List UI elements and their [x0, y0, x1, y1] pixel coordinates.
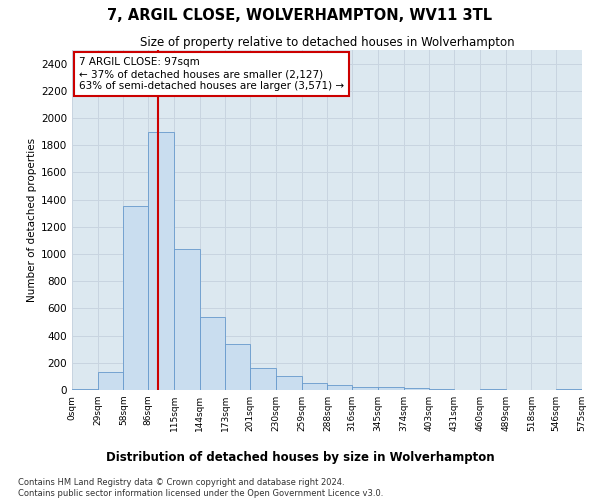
Bar: [72, 388, 98, 390]
Y-axis label: Number of detached properties: Number of detached properties: [27, 138, 37, 302]
Bar: [302, 382, 328, 390]
Bar: [124, 206, 148, 390]
Bar: [378, 388, 404, 390]
Title: Size of property relative to detached houses in Wolverhampton: Size of property relative to detached ho…: [140, 36, 514, 49]
Bar: [480, 388, 506, 390]
Bar: [352, 386, 378, 390]
Bar: [98, 372, 124, 390]
Bar: [226, 344, 250, 390]
Bar: [200, 317, 226, 390]
Bar: [328, 385, 352, 390]
Bar: [174, 248, 200, 390]
Bar: [148, 132, 174, 390]
Bar: [276, 376, 302, 390]
Text: Distribution of detached houses by size in Wolverhampton: Distribution of detached houses by size …: [106, 451, 494, 464]
Bar: [250, 368, 276, 390]
Text: Contains HM Land Registry data © Crown copyright and database right 2024.
Contai: Contains HM Land Registry data © Crown c…: [18, 478, 383, 498]
Bar: [404, 388, 430, 390]
Text: 7, ARGIL CLOSE, WOLVERHAMPTON, WV11 3TL: 7, ARGIL CLOSE, WOLVERHAMPTON, WV11 3TL: [107, 8, 493, 22]
Text: 7 ARGIL CLOSE: 97sqm
← 37% of detached houses are smaller (2,127)
63% of semi-de: 7 ARGIL CLOSE: 97sqm ← 37% of detached h…: [79, 58, 344, 90]
